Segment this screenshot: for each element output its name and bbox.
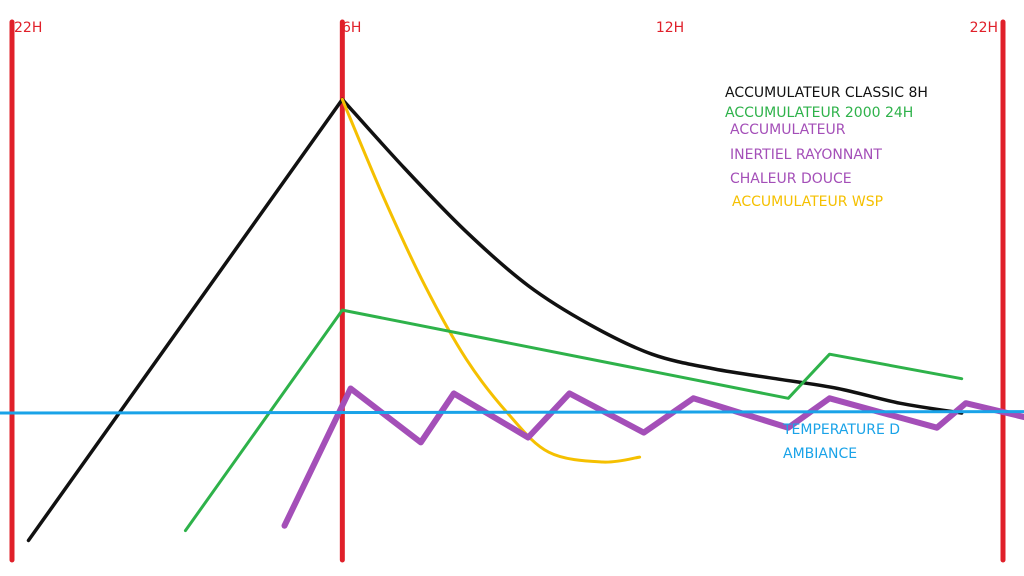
legend: ACCUMULATEUR CLASSIC 8H ACCUMULATEUR 2000… [725,85,928,210]
annotation-line: AMBIANCE [783,446,857,462]
legend-entry: ACCUMULATEUR 2000 24H [725,105,913,121]
legend-entry: ACCUMULATEUR CLASSIC 8H [725,85,928,101]
legend-entry: ACCUMULATEUR WSP [732,194,883,210]
vertical-markers [9,19,1006,563]
series-lines [0,97,1024,543]
x-tick-label: 22H [14,20,42,36]
series-line-3 [281,385,1024,529]
legend-entry: ACCUMULATEUR [730,122,846,138]
x-tick-label: 6H [342,20,361,36]
series-line-4 [0,410,1024,415]
series-line-0 [26,97,964,543]
x-tick-label: 22H [970,20,998,36]
legend-entry: CHALEUR DOUCE [730,171,852,187]
series-line-1 [340,97,642,464]
annotation: TEMPERATURE D AMBIANCE [782,422,900,462]
series-line-2 [183,308,964,533]
x-tick-labels: 22H 6H 12H 22H [14,20,998,36]
x-tick-label: 12H [656,20,684,36]
annotation-line: TEMPERATURE D [782,422,900,438]
legend-entry: INERTIEL RAYONNANT [730,147,882,163]
